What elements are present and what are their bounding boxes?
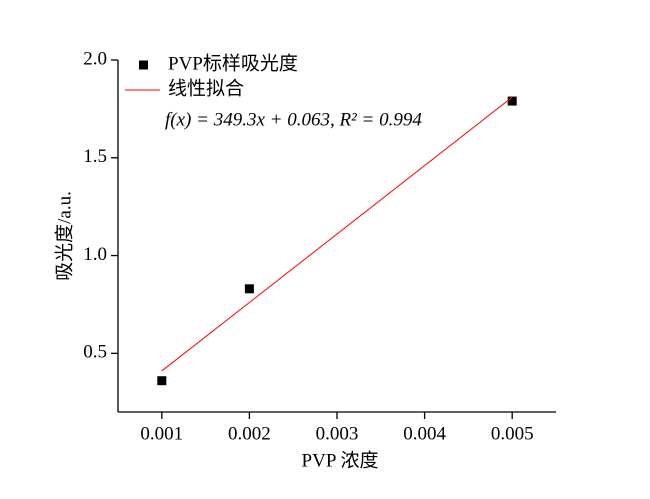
x-tick-label: 0.003 — [316, 423, 359, 444]
x-axis-title: PVP 浓度 — [302, 449, 379, 471]
x-tick-label: 0.005 — [491, 423, 534, 444]
y-tick-label: 2.0 — [83, 48, 107, 69]
legend-marker — [139, 60, 148, 70]
y-tick-label: 1.5 — [83, 146, 107, 167]
data-point — [507, 96, 517, 106]
fit-line — [161, 96, 513, 372]
data-point — [244, 284, 254, 294]
y-tick-label: 1.0 — [83, 244, 107, 265]
legend-label: PVP标样吸光度 — [168, 52, 298, 74]
y-tick-label: 0.5 — [83, 342, 107, 363]
y-axis-title: 吸光度/a.u. — [53, 191, 75, 281]
legend-label: 线性拟合 — [168, 77, 244, 99]
x-tick-label: 0.001 — [140, 423, 183, 444]
data-point — [157, 376, 167, 386]
x-tick-label: 0.002 — [228, 423, 271, 444]
fit-equation: f(x) = 349.3x + 0.063, R² = 0.994 — [165, 109, 422, 130]
x-tick-label: 0.004 — [403, 423, 446, 444]
